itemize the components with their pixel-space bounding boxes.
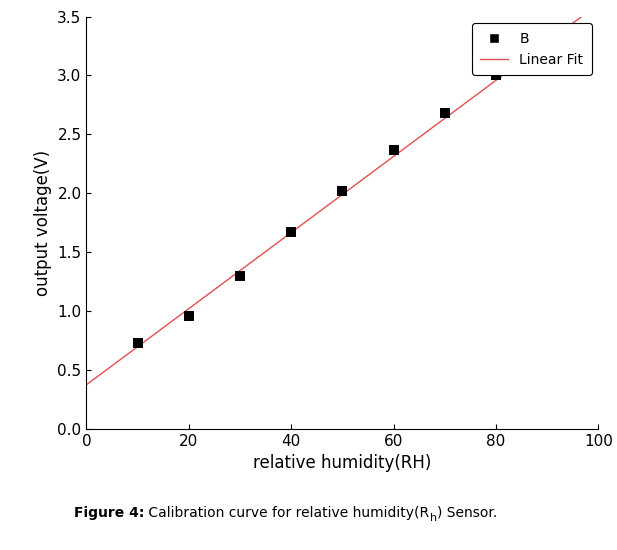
Point bbox=[286, 228, 296, 236]
Point bbox=[440, 109, 450, 118]
Point bbox=[184, 311, 194, 320]
Point bbox=[235, 271, 245, 280]
Point bbox=[542, 50, 552, 59]
Point bbox=[133, 339, 143, 348]
X-axis label: relative humidity(RH): relative humidity(RH) bbox=[253, 454, 432, 472]
Text: ) Sensor.: ) Sensor. bbox=[437, 506, 497, 520]
Text: Calibration curve for relative humidity(R: Calibration curve for relative humidity(… bbox=[144, 506, 429, 520]
Text: h: h bbox=[429, 513, 437, 523]
Point bbox=[337, 186, 347, 195]
Legend: B, Linear Fit: B, Linear Fit bbox=[472, 24, 592, 75]
Text: Figure 4:: Figure 4: bbox=[74, 506, 144, 520]
Y-axis label: output voltage(V): output voltage(V) bbox=[34, 150, 52, 296]
Point bbox=[389, 145, 399, 154]
Point bbox=[491, 71, 501, 80]
